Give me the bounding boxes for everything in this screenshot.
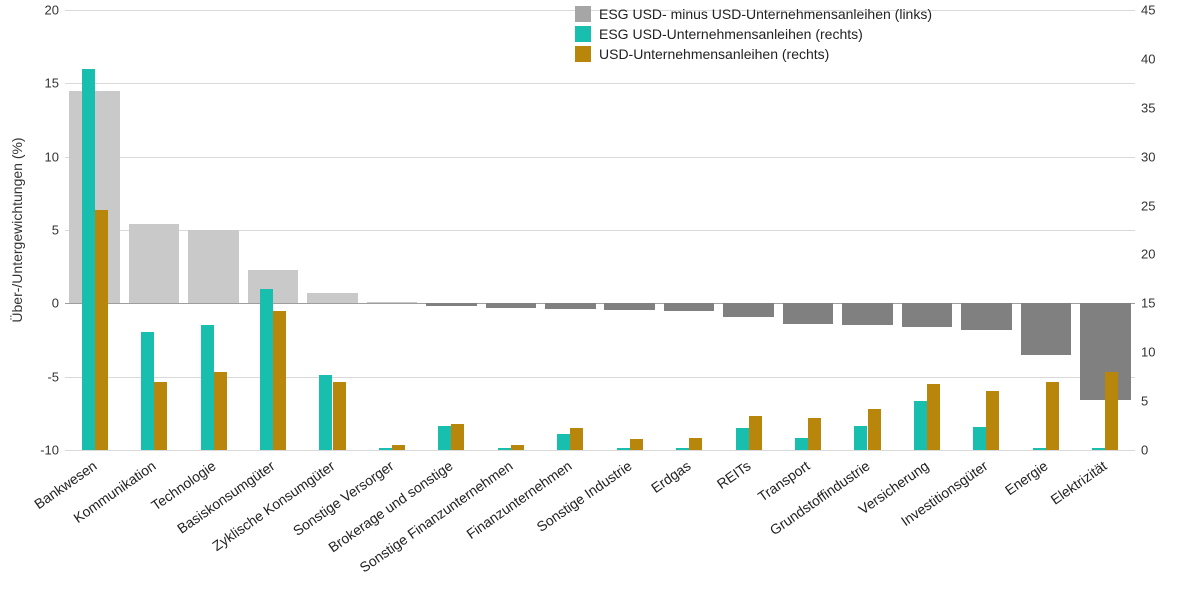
bar <box>379 448 392 450</box>
bar <box>927 384 940 450</box>
bar <box>557 434 570 450</box>
bar <box>201 325 214 450</box>
bar <box>689 438 702 450</box>
legend-item: ESG USD- minus USD-Unternehmensanleihen … <box>575 6 932 22</box>
bar <box>749 416 762 450</box>
bar <box>367 302 418 303</box>
bar <box>914 401 927 450</box>
bar <box>808 418 821 450</box>
legend-item: ESG USD-Unternehmensanleihen (rechts) <box>575 26 932 42</box>
bar <box>273 311 286 450</box>
bar <box>545 303 596 309</box>
bar <box>498 448 511 450</box>
bar <box>82 69 95 450</box>
legend-label: USD-Unternehmensanleihen (rechts) <box>599 46 829 62</box>
category-label: Basiskonsumgüter <box>174 457 278 536</box>
gridline <box>65 450 1135 451</box>
bar <box>1046 382 1059 450</box>
y-right-tick-label: 5 <box>1135 394 1148 409</box>
bar <box>783 303 834 324</box>
y-right-tick-label: 45 <box>1135 3 1155 18</box>
chart-container: -10-505101520 051015202530354045 Über-/U… <box>0 0 1200 598</box>
legend-item: USD-Unternehmensanleihen (rechts) <box>575 46 932 62</box>
bar <box>736 428 749 450</box>
bar <box>1021 303 1072 354</box>
category-label: REITs <box>713 457 753 492</box>
bar <box>154 382 167 450</box>
bar <box>676 448 689 450</box>
bar <box>842 303 893 325</box>
category-label: Energie <box>1002 457 1051 498</box>
bar <box>486 303 537 307</box>
y-left-axis-label: Über-/Untergewichtungen (%) <box>9 137 25 322</box>
y-right-tick-label: 35 <box>1135 100 1155 115</box>
y-right-tick-label: 0 <box>1135 443 1148 458</box>
y-left-tick-label: 10 <box>45 149 65 164</box>
bar <box>129 224 180 303</box>
legend-swatch <box>575 26 591 42</box>
y-left-tick-label: -10 <box>40 443 65 458</box>
legend-label: ESG USD-Unternehmensanleihen (rechts) <box>599 26 863 42</box>
category-label: Elektrizität <box>1048 457 1110 507</box>
bar <box>1092 448 1105 450</box>
y-right-tick-label: 10 <box>1135 345 1155 360</box>
y-left-tick-label: 20 <box>45 3 65 18</box>
bar <box>902 303 953 326</box>
legend-swatch <box>575 6 591 22</box>
bar <box>426 303 477 306</box>
bar <box>438 426 451 450</box>
bar <box>854 426 867 450</box>
bar <box>723 303 774 316</box>
bar <box>868 409 881 450</box>
bar <box>961 303 1012 329</box>
bar <box>95 210 108 450</box>
y-right-tick-label: 40 <box>1135 51 1155 66</box>
y-left-tick-label: -5 <box>47 369 65 384</box>
bar <box>986 391 999 450</box>
bar <box>333 382 346 450</box>
bar <box>214 372 227 450</box>
category-label: Finanzunternehmen <box>464 457 575 542</box>
y-right-tick-label: 15 <box>1135 296 1155 311</box>
bar <box>1105 372 1118 450</box>
y-right-tick-label: 20 <box>1135 247 1155 262</box>
category-label: Erdgas <box>648 457 694 496</box>
bar <box>630 439 643 450</box>
legend-swatch <box>575 46 591 62</box>
legend: ESG USD- minus USD-Unternehmensanleihen … <box>575 6 932 62</box>
bar <box>392 445 405 450</box>
bar <box>319 375 332 450</box>
bar <box>617 448 630 450</box>
bar <box>795 438 808 450</box>
bar <box>664 303 715 310</box>
bars-layer <box>65 10 1135 450</box>
y-right-tick-label: 25 <box>1135 198 1155 213</box>
y-left-tick-label: 15 <box>45 76 65 91</box>
bar <box>604 303 655 310</box>
bar <box>451 424 464 450</box>
bar <box>188 230 239 303</box>
category-label: Grundstoffindustrie <box>766 457 872 538</box>
bar <box>248 270 299 304</box>
y-left-tick-label: 5 <box>52 223 65 238</box>
y-right-tick-label: 30 <box>1135 149 1155 164</box>
bar <box>973 427 986 450</box>
bar <box>307 293 358 303</box>
y-left-tick-label: 0 <box>52 296 65 311</box>
legend-label: ESG USD- minus USD-Unternehmensanleihen … <box>599 6 932 22</box>
bar <box>511 445 524 450</box>
bar <box>1033 448 1046 450</box>
bar <box>260 289 273 450</box>
category-label: Sonstige Versorger <box>290 457 397 538</box>
bar <box>141 332 154 450</box>
plot-area: -10-505101520 051015202530354045 <box>65 10 1135 450</box>
bar <box>570 428 583 450</box>
